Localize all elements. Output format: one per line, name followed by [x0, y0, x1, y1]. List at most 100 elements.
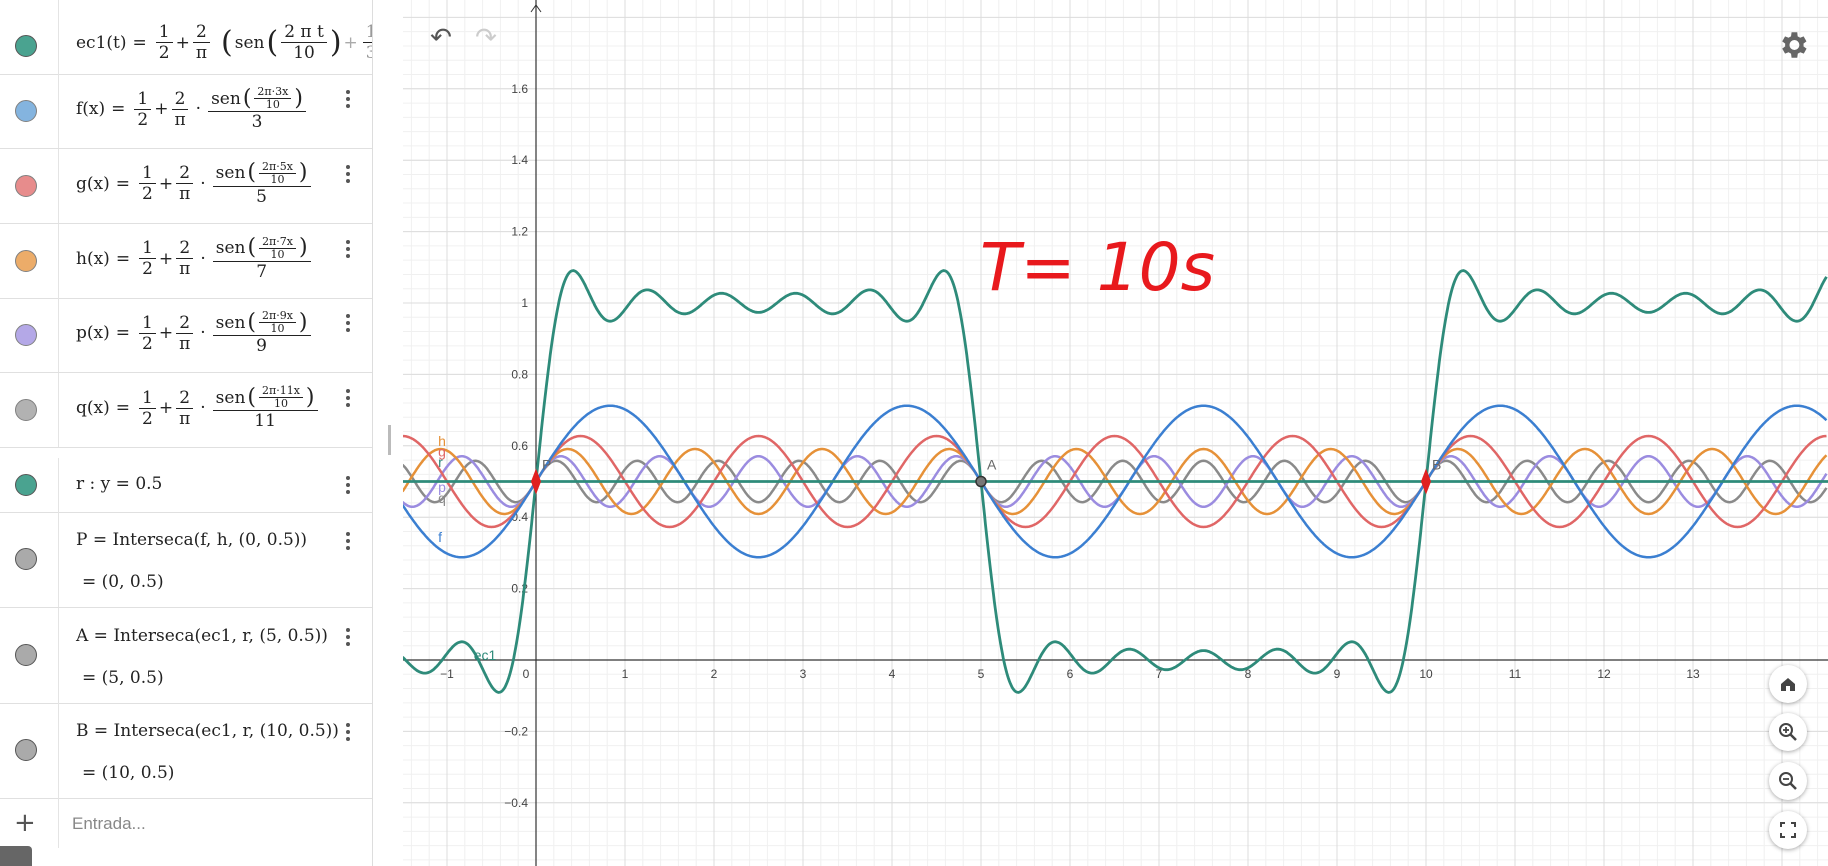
x-tick-label: 12	[1597, 667, 1611, 681]
x-tick-label: 10	[1419, 667, 1433, 681]
point-A-label: A	[987, 457, 997, 473]
series-f-line	[403, 404, 1828, 559]
point-definition: A = Interseca(ec1, r, (5, 0.5))	[76, 625, 328, 646]
line-definition: r : y = 0.5	[76, 474, 163, 494]
more-options-icon[interactable]	[346, 389, 350, 410]
zoom-in-icon	[1779, 723, 1797, 741]
more-options-icon[interactable]	[346, 532, 350, 553]
algebra-row-point-0[interactable]: P = Interseca(f, h, (0, 0.5)) = (0, 0.5)	[0, 512, 372, 608]
y-tick-label: −0.4	[504, 796, 528, 810]
x-tick-label: 4	[889, 667, 896, 681]
visibility-toggle[interactable]	[15, 548, 37, 570]
zoom-in-button[interactable]	[1769, 713, 1807, 751]
series-p-line	[403, 454, 1828, 509]
marble[interactable]	[0, 0, 59, 74]
zoom-out-button[interactable]	[1769, 762, 1807, 800]
graphics-view[interactable]: −1 0 1 2 3 4 5 6 7 8 9 10 11 12 13 −0.4 −0.2 0.2 0.4 0.6 0.8…	[403, 0, 1828, 866]
gear-icon[interactable]	[1776, 28, 1810, 62]
algebra-view: ec1(t) = 12 + 2π ( sen ( 2 π t10 ) + 13 …	[0, 0, 373, 866]
algebra-row-h[interactable]: h(x) = 1 2 +2 π · sen(2π·7x 10) 7	[0, 223, 372, 299]
series-label: h	[438, 433, 446, 449]
fullscreen-button[interactable]	[1769, 811, 1807, 849]
y-tick-label: 1	[521, 296, 528, 310]
keyboard-icon[interactable]	[0, 846, 32, 866]
point-value: = (5, 0.5)	[82, 667, 164, 688]
visibility-toggle[interactable]	[15, 35, 37, 57]
x-tick-label: 9	[1334, 667, 1341, 681]
undo-icon[interactable]: ↶	[430, 23, 452, 53]
plus-icon[interactable]: +	[14, 808, 36, 838]
function-name: q(x)	[76, 398, 110, 419]
x-tick-label: 13	[1686, 667, 1700, 681]
point-value: = (10, 0.5)	[82, 763, 175, 783]
visibility-toggle[interactable]	[15, 739, 37, 761]
point-A-marker	[975, 475, 987, 488]
zoom-out-icon	[1779, 772, 1797, 790]
algebra-row-q[interactable]: q(x) = 1 2 +2 π · sen(2π·11x 10) 11	[0, 373, 372, 449]
redo-icon[interactable]: ↷	[475, 23, 497, 53]
visibility-toggle[interactable]	[15, 324, 37, 347]
algebra-row-g[interactable]: g(x) = 1 2 +2 π · sen(2π·5x 10) 5	[0, 148, 372, 224]
algebra-row-point-2[interactable]: B = Interseca(ec1, r, (10, 0.5)) = (10, 0…	[0, 703, 372, 799]
fullscreen-icon	[1780, 822, 1796, 838]
more-options-icon[interactable]	[346, 90, 350, 111]
point-definition: B = Interseca(ec1, r, (10, 0.5))	[76, 721, 339, 741]
series-q-line	[403, 459, 1828, 504]
x-tick-label: 7	[1156, 667, 1163, 681]
function-name: p(x)	[76, 323, 110, 344]
more-options-icon[interactable]	[346, 239, 350, 261]
point-definition: P = Interseca(f, h, (0, 0.5))	[76, 530, 308, 550]
series-label: f	[438, 529, 442, 545]
more-options-icon[interactable]	[346, 627, 350, 649]
input-bar[interactable]: + Entrada...	[0, 798, 372, 848]
function-name: ec1(t)	[76, 32, 127, 53]
more-options-icon[interactable]	[346, 164, 350, 186]
x-tick-label: 5	[978, 667, 985, 681]
y-tick-label: −0.2	[504, 724, 528, 738]
function-name: g(x)	[76, 173, 110, 194]
series-label: p	[438, 479, 446, 495]
visibility-toggle[interactable]	[15, 643, 37, 666]
point-B-label: B	[1432, 457, 1441, 473]
visibility-toggle[interactable]	[15, 100, 37, 122]
algebra-row-r[interactable]: r : y = 0.5	[0, 458, 372, 513]
point-P-label: P	[542, 457, 551, 473]
visibility-toggle[interactable]	[15, 474, 37, 496]
series-label: r	[438, 454, 443, 470]
series-ec1-line	[403, 269, 1828, 694]
more-options-icon[interactable]	[346, 314, 350, 335]
x-tick-label: 1	[622, 667, 629, 681]
algebra-row-f[interactable]: f(x) = 1 2 +2 π · sen(2π·3x 10) 3	[0, 74, 372, 149]
visibility-toggle[interactable]	[15, 399, 37, 422]
y-tick-label: 1.6	[511, 82, 528, 96]
splitter-handle[interactable]	[388, 425, 391, 455]
y-tick-label: 1.4	[511, 153, 528, 167]
home-icon	[1781, 678, 1795, 691]
y-axis-arrow	[530, 4, 542, 13]
visibility-toggle[interactable]	[15, 249, 37, 272]
y-tick-label: 0.8	[511, 367, 528, 381]
y-tick-label: 1.2	[511, 225, 528, 239]
y-tick-label: 0.6	[511, 439, 528, 453]
visibility-toggle[interactable]	[15, 174, 37, 197]
algebra-row-point-1[interactable]: A = Interseca(ec1, r, (5, 0.5)) = (5, 0.5…	[0, 607, 372, 704]
x-tick-label: 3	[800, 667, 807, 681]
function-name: f(x)	[76, 99, 106, 119]
x-tick-label: 0	[523, 667, 530, 681]
graph-canvas[interactable]: −1 0 1 2 3 4 5 6 7 8 9 10 11 12 13−0.4−0.20.20.40.60.8…	[403, 0, 1828, 866]
series-label: q	[438, 490, 446, 506]
x-tick-label: −1	[440, 667, 454, 681]
x-tick-label: 6	[1067, 667, 1074, 681]
x-tick-label: 8	[1245, 667, 1252, 681]
function-name: h(x)	[76, 248, 110, 269]
home-button[interactable]	[1769, 665, 1807, 703]
algebra-row-ec1[interactable]: ec1(t) = 12 + 2π ( sen ( 2 π t10 ) + 13 …	[0, 0, 372, 75]
series-label: ec1	[474, 647, 497, 663]
point-B-marker	[1421, 468, 1431, 495]
more-options-icon[interactable]	[346, 723, 350, 744]
input-placeholder[interactable]: Entrada...	[72, 814, 146, 833]
algebra-row-p[interactable]: p(x) = 1 2 +2 π · sen(2π·9x 10) 9	[0, 298, 372, 374]
handwritten-annotation: T= 10s	[980, 229, 1215, 306]
more-options-icon[interactable]	[346, 476, 350, 497]
x-tick-label: 2	[711, 667, 718, 681]
